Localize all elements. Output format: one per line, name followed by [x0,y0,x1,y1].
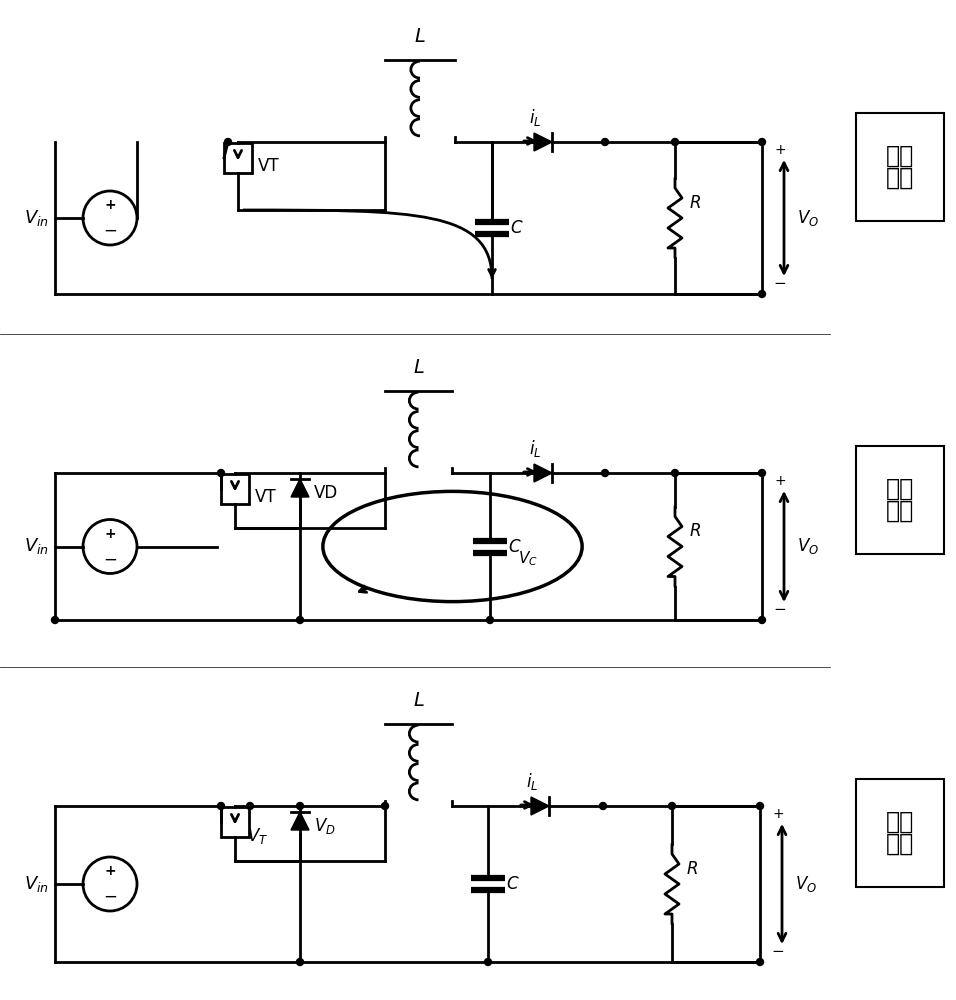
Text: +: + [104,198,116,212]
Text: +: + [772,807,784,821]
Text: $i_L$: $i_L$ [529,107,541,128]
Text: +: + [104,526,116,540]
Text: 开关: 开关 [886,144,914,168]
Polygon shape [291,812,309,830]
Circle shape [218,470,225,477]
Polygon shape [531,797,549,815]
Circle shape [668,802,676,810]
Text: $V_{in}$: $V_{in}$ [24,874,49,894]
Text: $V_D$: $V_D$ [314,816,336,836]
Text: +: + [104,864,116,878]
Text: +: + [774,474,786,488]
Text: $V_O$: $V_O$ [797,208,819,228]
Text: VT: VT [258,157,279,175]
Bar [221,474,249,504]
Circle shape [485,958,491,966]
Text: VD: VD [314,484,338,502]
Text: −: − [771,944,784,960]
Bar [224,143,252,173]
Text: +: + [774,143,786,157]
Circle shape [487,616,493,624]
Circle shape [756,802,764,810]
Text: 平均: 平均 [886,810,914,834]
Circle shape [601,138,609,145]
Circle shape [758,470,766,477]
Text: L: L [413,691,424,710]
Text: −: − [773,276,787,292]
Circle shape [381,802,388,810]
Text: L: L [413,358,424,377]
Text: $i_L$: $i_L$ [526,771,538,792]
Circle shape [671,470,679,477]
Text: 开关: 开关 [886,477,914,501]
Text: R: R [687,860,699,878]
Text: −: − [103,888,117,906]
Circle shape [218,802,225,810]
Text: $V_{in}$: $V_{in}$ [24,536,49,556]
Text: $V_O$: $V_O$ [795,874,817,894]
Polygon shape [534,133,552,151]
Circle shape [758,290,766,298]
Text: $V_O$: $V_O$ [797,536,819,556]
Text: $V_T$: $V_T$ [247,826,269,846]
Circle shape [756,958,764,966]
Bar [856,446,944,554]
Circle shape [296,958,303,966]
Circle shape [52,616,58,624]
Circle shape [601,470,609,477]
Text: C: C [506,875,517,893]
Polygon shape [534,464,552,482]
Circle shape [225,138,231,145]
Bar [221,807,249,837]
Bar [856,779,944,887]
Text: L: L [415,27,425,46]
Text: VT: VT [255,488,276,506]
Text: 断开: 断开 [886,499,914,523]
Text: R: R [690,194,702,212]
Text: 模型: 模型 [886,832,914,856]
Text: 闭合: 闭合 [886,166,914,190]
Text: C: C [508,538,520,556]
Text: −: − [773,602,787,617]
Text: $i_L$: $i_L$ [529,438,541,459]
Text: C: C [510,219,522,237]
Polygon shape [291,479,309,497]
Circle shape [671,138,679,145]
Text: −: − [103,222,117,240]
Circle shape [296,616,303,624]
Bar [856,113,944,221]
Circle shape [758,138,766,145]
Text: R: R [690,522,702,540]
Circle shape [758,616,766,624]
Text: $V_C$: $V_C$ [518,549,538,568]
Text: −: − [103,550,117,568]
Text: $V_{in}$: $V_{in}$ [24,208,49,228]
Circle shape [296,802,303,810]
Circle shape [599,802,606,810]
Circle shape [247,802,253,810]
